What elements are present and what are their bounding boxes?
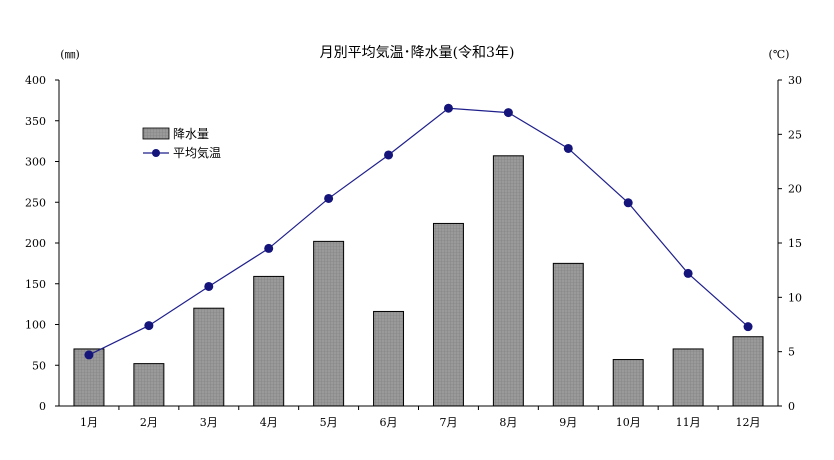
bar-precipitation — [612, 359, 644, 407]
bar-precipitation — [313, 240, 345, 407]
marker-temperature — [324, 193, 334, 203]
left-axis-tick-label: 0 — [39, 400, 46, 413]
legend-label-precipitation: 降水量 — [173, 127, 209, 141]
x-axis-tick-label: 8月 — [499, 416, 517, 429]
legend-label-temperature: 平均気温 — [173, 145, 221, 160]
right-axis-tick-label: 15 — [788, 237, 802, 250]
x-axis-tick-label: 10月 — [616, 416, 641, 429]
left-axis-tick-label: 50 — [32, 359, 46, 372]
x-axis-tick-label: 11月 — [676, 416, 701, 429]
marker-temperature — [563, 143, 573, 153]
bar-precipitation — [133, 363, 165, 407]
left-axis-tick-label: 300 — [25, 156, 46, 169]
marker-temperature — [384, 150, 394, 160]
right-axis-unit: (℃) — [769, 48, 790, 61]
marker-temperature — [743, 322, 753, 332]
left-axis-tick-label: 100 — [25, 319, 46, 332]
marker-temperature — [443, 103, 453, 113]
bar-precipitation — [373, 310, 405, 407]
x-axis-tick-label: 1月 — [80, 416, 98, 429]
left-axis-tick-label: 350 — [25, 115, 46, 128]
right-axis-tick-label: 20 — [788, 183, 802, 196]
x-axis-tick-label: 9月 — [559, 416, 577, 429]
x-axis-tick-label: 5月 — [320, 416, 338, 429]
bar-precipitation — [552, 262, 584, 407]
right-axis-tick-label: 0 — [788, 400, 795, 413]
left-axis-tick-label: 150 — [25, 278, 46, 291]
bar-precipitation — [253, 275, 285, 407]
marker-temperature — [683, 268, 693, 278]
x-axis-tick-label: 7月 — [439, 416, 457, 429]
right-axis-tick-label: 25 — [788, 128, 802, 141]
x-axis-tick-label: 4月 — [260, 416, 278, 429]
bar-precipitation — [732, 336, 764, 407]
right-axis-tick-label: 30 — [788, 74, 802, 87]
legend-swatch-precipitation — [142, 127, 170, 140]
marker-temperature — [503, 108, 513, 118]
left-axis-tick-label: 400 — [25, 74, 46, 87]
x-axis-tick-label: 3月 — [200, 416, 218, 429]
left-axis-tick-label: 250 — [25, 196, 46, 209]
bar-precipitation — [432, 222, 464, 407]
bar-precipitation — [193, 307, 225, 407]
legend-swatch-temperature-marker — [152, 149, 160, 157]
x-axis-tick-label: 12月 — [736, 416, 761, 429]
marker-temperature — [623, 198, 633, 208]
right-axis-tick-label: 5 — [788, 346, 795, 359]
bar-precipitation — [672, 348, 704, 407]
chart-title: 月別平均気温･降水量(令和3年) — [320, 45, 515, 61]
marker-temperature — [84, 350, 94, 360]
right-axis-tick-label: 10 — [788, 291, 802, 304]
left-axis-unit: (㎜) — [60, 48, 80, 61]
left-axis-tick-label: 200 — [25, 237, 46, 250]
legend: 降水量 平均気温 — [142, 127, 221, 160]
marker-temperature — [204, 281, 214, 291]
bar-precipitation — [492, 155, 524, 407]
line-temperature — [88, 107, 749, 356]
plot-area: 0 50 100 150 200 250 300 350 400 0 5 10 15 20 25 30 1月 2月… — [25, 74, 802, 429]
x-axis-tick-label: 6月 — [380, 416, 398, 429]
x-axis-tick-label: 2月 — [140, 416, 158, 429]
marker-temperature — [264, 243, 274, 253]
marker-temperature — [144, 321, 154, 331]
